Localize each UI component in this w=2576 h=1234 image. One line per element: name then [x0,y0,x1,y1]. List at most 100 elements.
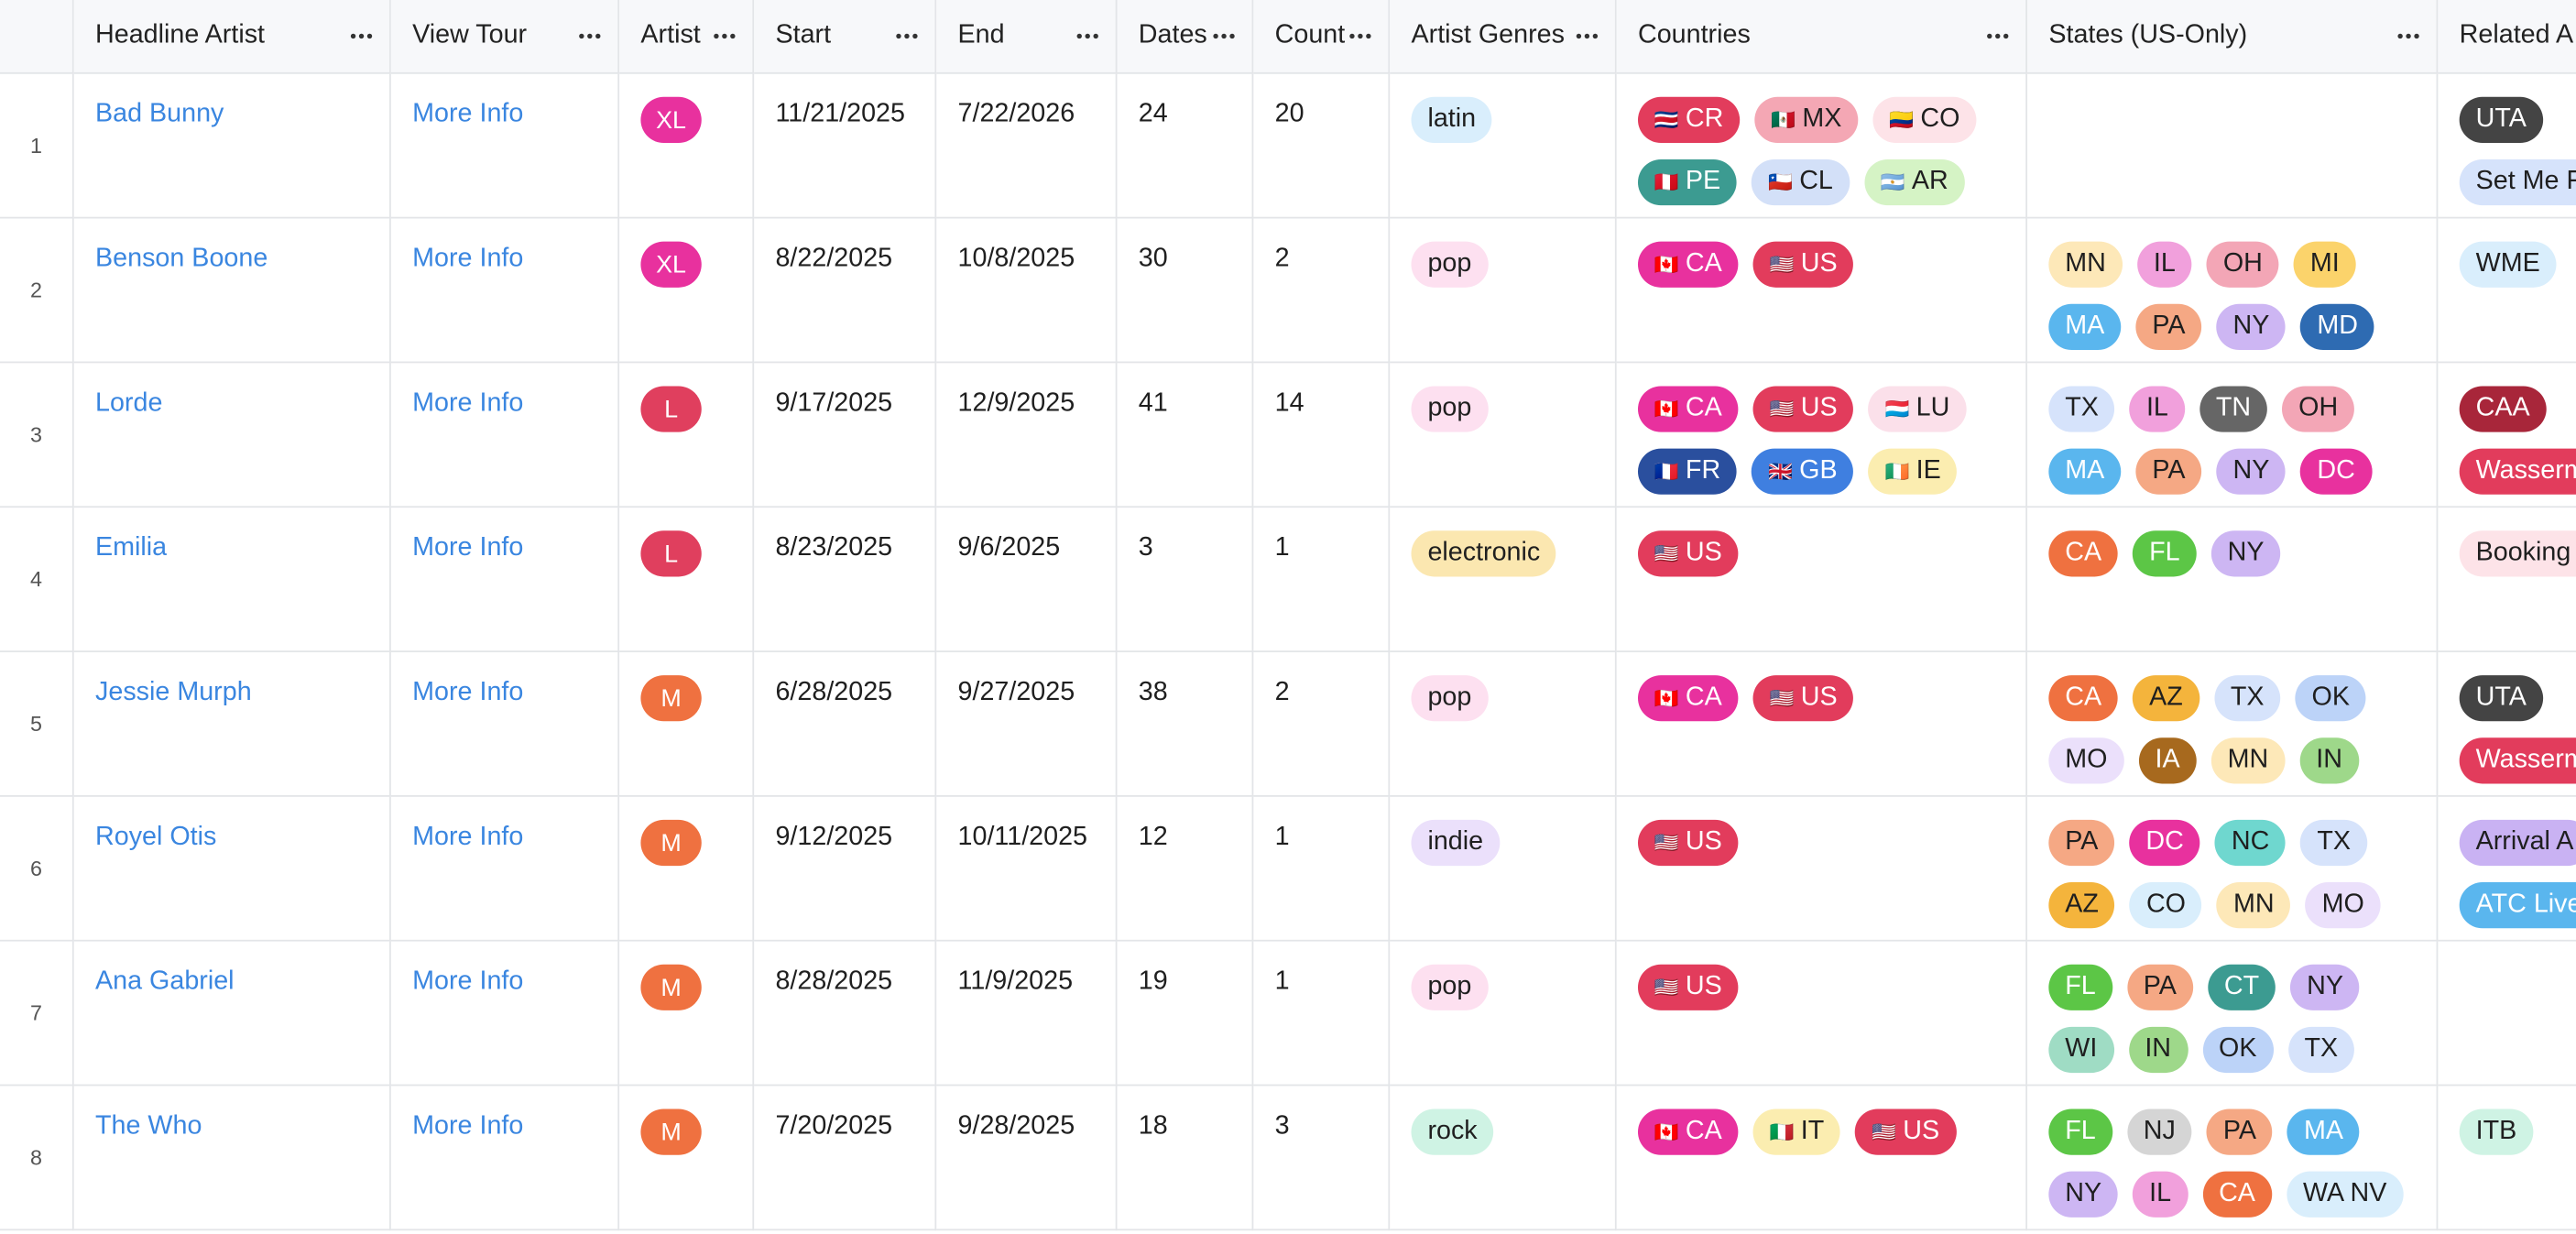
dates: 30 [1138,245,1168,273]
headline-artist-cell: The Who [73,1086,391,1231]
column-menu[interactable] [1213,31,1236,41]
pill-list: 🇨🇦 CA 🇮🇹 IT 🇺🇸 US [1637,1108,2004,1155]
header-cell[interactable]: Count [1253,0,1391,74]
states-pill: MA [2287,1108,2360,1155]
flag: 🇺🇸 [1769,253,1795,277]
table-row: 8 The Who More Info M 7/20/2025 9/28/2025 18 3 r… [0,1086,2576,1231]
pill-label: NY [2227,539,2265,567]
dates: 3 [1138,533,1153,562]
genres-cell: electronic [1390,508,1617,652]
states-cell: CA AZ TX OK MO IA MN IN [2027,651,2439,797]
pill-label: Set Me F [2475,167,2576,196]
states-cell: MN IL OH MI MA PA NY MD [2027,218,2439,364]
pill-label: MD [2317,311,2358,341]
pill-label: NY [2232,456,2270,486]
view-tour[interactable]: More Info [412,1112,524,1141]
flag: 🇫🇷 [1654,460,1679,484]
header-cell[interactable]: Headline Artist [73,0,391,74]
headline-artist[interactable]: Emilia [95,533,168,562]
view-tour[interactable]: More Info [412,967,524,996]
pill-label: FL [2149,539,2180,567]
view-tour[interactable]: More Info [412,245,524,273]
end: 9/6/2025 [957,533,1061,562]
view-tour[interactable]: More Info [412,533,524,562]
artist-cell: M [619,796,755,942]
dates-cell: 24 [1117,73,1254,219]
headline-artist[interactable]: Lorde [95,389,163,418]
header-cell[interactable]: End [936,0,1118,74]
pill-list: CA FL NY [2048,530,2415,577]
pill-list: CAA Wasserm [2459,386,2576,495]
genres-cell: pop [1390,941,1617,1087]
pill-label: MN [2233,890,2275,919]
pill-label: TX [2317,827,2352,857]
genres-cell: pop [1390,363,1617,508]
countries-pill: 🇨🇦 CA [1637,675,1739,722]
pill-label: pop [1427,249,1472,278]
artist-cell: L [619,508,755,652]
column-menu[interactable] [1986,31,2009,41]
pill-label: AZ [2149,683,2183,712]
pill-label: AZ [2065,890,2099,919]
column-menu[interactable] [2397,31,2420,41]
headline-artist[interactable]: Royel Otis [95,823,217,851]
headline-artist[interactable]: Benson Boone [95,245,268,273]
pill-label: PA [2222,1117,2256,1145]
genres-cell: pop [1390,651,1617,797]
count: 1 [1274,967,1290,996]
column-menu[interactable] [1348,31,1371,41]
states-pill: CT [2207,964,2276,1010]
view-tour[interactable]: More Info [412,823,524,851]
number: 8 [29,1144,42,1170]
pill-label: OH [2222,249,2263,278]
header-cell[interactable]: Dates [1117,0,1254,74]
column-menu[interactable] [1576,31,1599,41]
flag: 🇨🇷 [1654,108,1679,132]
pill-label: MA [2304,1117,2344,1145]
countries-cell: 🇨🇦 CA 🇺🇸 US 🇱🇺 LU 🇫🇷 FR 🇬🇧 GB 🇮🇪 IE [1616,363,2028,508]
states-pill: MN [2217,882,2291,929]
genres-pill: indie [1411,819,1501,867]
pill-label: PE [1685,167,1721,196]
number-cell: 7 [0,941,74,1087]
headline-artist-cell: Benson Boone [73,218,391,364]
countries-pill: 🇺🇸 US [1752,386,1854,432]
dates: 38 [1138,678,1168,707]
view-tour[interactable]: More Info [412,389,524,418]
column-menu[interactable] [713,31,736,41]
pill-list: WME [2459,241,2576,288]
header-cell[interactable]: States (US-Only) [2027,0,2439,74]
start: 11/21/2025 [775,100,905,128]
column-menu[interactable] [578,31,601,41]
headline-artist[interactable]: Ana Gabriel [95,967,235,996]
avatar: M [640,1108,702,1155]
number-cell: 2 [0,218,74,364]
header-cell[interactable]: Artist [619,0,755,74]
end-cell: 10/8/2025 [936,218,1118,364]
header-cell[interactable]: Artist Genres [1390,0,1617,74]
pill-label: AR [1911,167,1948,196]
header-cell[interactable]: Countries [1616,0,2028,74]
view-tour[interactable]: More Info [412,100,524,128]
pill-label: DC [2317,456,2355,486]
headline-artist[interactable]: The Who [95,1112,202,1141]
column-menu[interactable] [1076,31,1099,41]
states-pill: NY [2290,964,2360,1010]
states-pill: IL [2130,386,2185,432]
column-menu[interactable] [350,31,373,41]
dates: 18 [1138,1112,1168,1141]
column-menu[interactable] [895,31,918,41]
pill-label: Wasserm [2475,746,2576,774]
view-tour[interactable]: More Info [412,678,524,707]
countries-pill: 🇨🇦 CA [1637,386,1739,432]
number-cell: 6 [0,796,74,942]
header-cell[interactable]: Related A [2438,0,2576,74]
headline-artist[interactable]: Jessie Murph [95,678,252,707]
headline-artist[interactable]: Bad Bunny [95,100,224,128]
dates-cell: 3 [1117,508,1254,652]
pill-label: CO [2145,890,2186,919]
pill-label: FR [1685,456,1721,486]
header-cell[interactable]: Start [754,0,937,74]
header-cell[interactable]: View Tour [390,0,620,74]
pill-label: pop [1427,972,1472,1001]
